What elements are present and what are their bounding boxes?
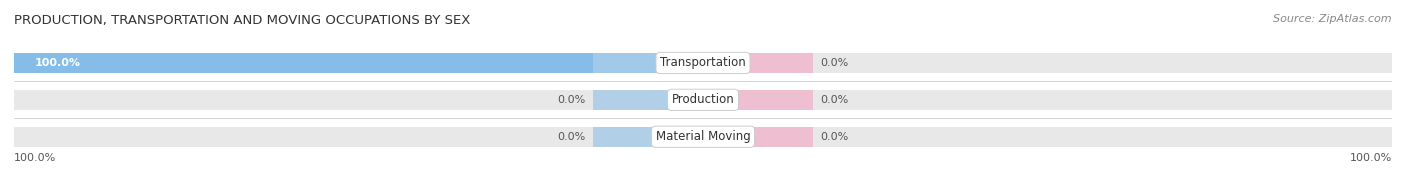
Bar	[14, 53, 703, 73]
Text: Transportation: Transportation	[661, 56, 745, 69]
Bar	[703, 53, 1392, 73]
Text: 100.0%: 100.0%	[35, 58, 80, 68]
Text: 0.0%: 0.0%	[820, 95, 848, 105]
Bar	[593, 90, 703, 110]
Text: Production: Production	[672, 93, 734, 106]
Text: 100.0%: 100.0%	[14, 153, 56, 163]
Bar	[703, 127, 813, 147]
Text: 0.0%: 0.0%	[558, 95, 586, 105]
Text: 0.0%: 0.0%	[820, 132, 848, 142]
Text: 0.0%: 0.0%	[820, 58, 848, 68]
Bar	[703, 53, 813, 73]
Bar	[593, 53, 703, 73]
Text: 0.0%: 0.0%	[558, 132, 586, 142]
Text: PRODUCTION, TRANSPORTATION AND MOVING OCCUPATIONS BY SEX: PRODUCTION, TRANSPORTATION AND MOVING OC…	[14, 14, 471, 27]
Text: 100.0%: 100.0%	[1350, 153, 1392, 163]
Bar	[593, 127, 703, 147]
Bar	[14, 127, 703, 147]
Bar	[14, 90, 703, 110]
Bar	[703, 127, 1392, 147]
Bar	[703, 90, 813, 110]
Text: Material Moving: Material Moving	[655, 130, 751, 143]
Text: Source: ZipAtlas.com: Source: ZipAtlas.com	[1274, 14, 1392, 24]
Bar	[14, 53, 703, 73]
Bar	[703, 90, 1392, 110]
